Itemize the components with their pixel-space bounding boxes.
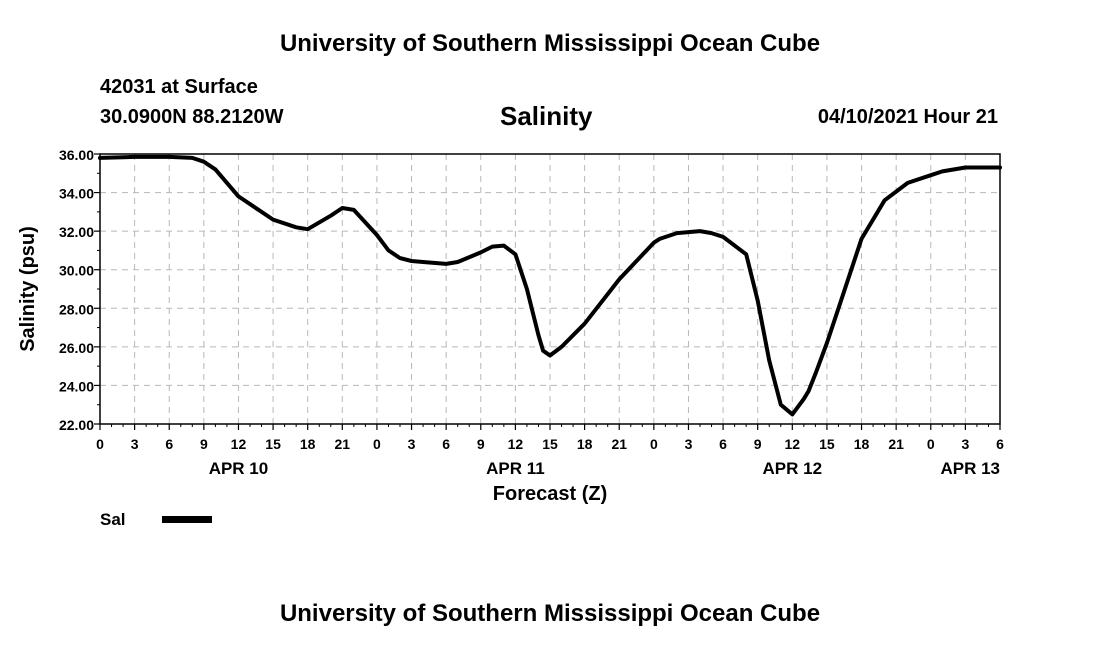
x-tick-label: 21 [335,436,351,452]
x-tick-label: 12 [231,436,247,452]
y-axis-label: Salinity (psu) [17,226,39,352]
x-tick-label: 9 [477,436,485,452]
x-tick-label: 6 [442,436,450,452]
y-tick-label: 32.00 [59,224,94,240]
top-title: University of Southern Mississippi Ocean… [279,30,821,57]
series-line-sal [98,154,1002,417]
grid-lines [100,154,1000,424]
x-tick-label: 3 [131,436,139,452]
x-tick-label: 12 [508,436,524,452]
x-tick-label: 9 [200,436,208,452]
x-tick-label: 3 [685,436,693,452]
datetime-label: 04/10/2021 Hour 21 [817,106,998,128]
bottom-title: University of Southern Mississippi Ocean… [279,600,821,627]
x-tick-label: 0 [650,436,658,452]
y-tick-label: 22.00 [59,417,94,433]
legend-swatch-sal [162,516,212,523]
date-label: APR 11 [486,459,545,478]
x-tick-label: 0 [373,436,381,452]
x-tick-label: 18 [577,436,593,452]
y-tick-label: 34.00 [59,186,94,202]
x-tick-label: 15 [542,436,558,452]
legend-label-sal: Sal [100,510,126,529]
y-tick-label: 26.00 [59,340,94,356]
x-tick-label: 3 [961,436,969,452]
y-tick-label: 30.00 [59,263,94,279]
x-tick-label: 12 [785,436,801,452]
x-tick-label: 18 [300,436,316,452]
x-tick-label: 0 [96,436,104,452]
x-tick-label: 0 [927,436,935,452]
y-tick-label: 28.00 [59,301,94,317]
x-tick-label: 18 [854,436,870,452]
x-tick-label: 9 [754,436,762,452]
x-tick-label: 3 [408,436,416,452]
x-tick-label: 15 [819,436,835,452]
x-tick-label: 21 [888,436,904,452]
axis-labels: 22.00 24.00 26.00 28.00 30.00 32.00 34.00 36.00… [59,147,1004,478]
chart-title: Salinity [500,101,593,131]
date-label: APR 12 [763,459,823,478]
x-tick-label: 6 [165,436,173,452]
y-tick-label: 24.00 [59,378,94,394]
x-tick-label: 6 [996,436,1004,452]
station-label: 42031 at Surface [100,76,258,98]
y-tick-label: 36.00 [59,147,94,163]
axis-ticks [94,153,1001,430]
x-tick-label: 6 [719,436,727,452]
date-label: APR 10 [209,459,269,478]
date-label: APR 13 [940,459,1000,478]
x-tick-label: 21 [611,436,627,452]
x-tick-label: 15 [265,436,281,452]
x-axis-label: Forecast (Z) [493,483,607,505]
coordinates-label: 30.0900N 88.2120W [100,106,284,128]
